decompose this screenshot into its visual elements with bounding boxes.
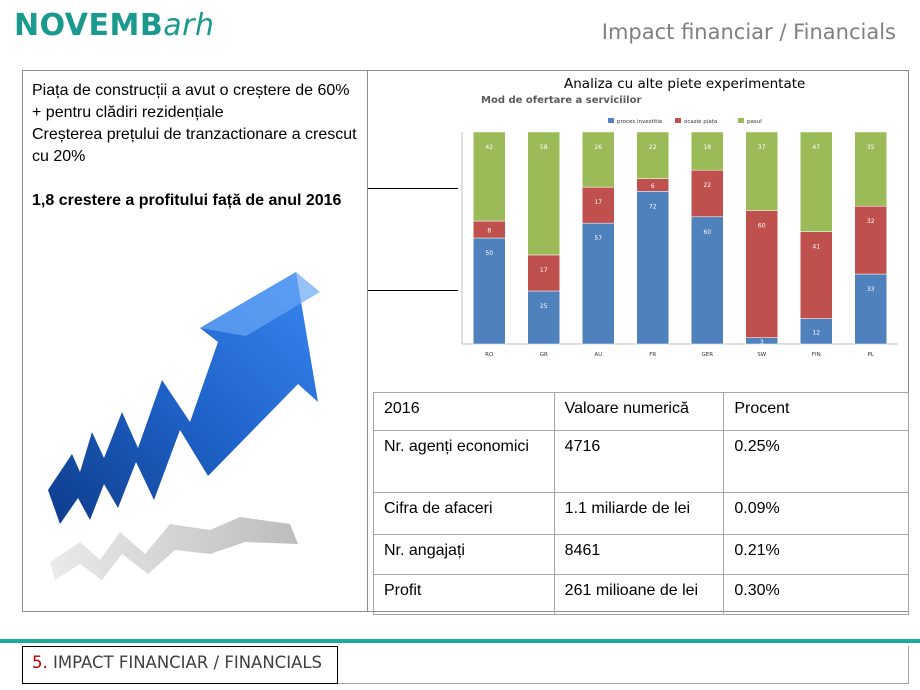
x-tick-label: GER <box>701 352 713 358</box>
logo-part1: NOVEMB <box>14 8 164 43</box>
bar-segment <box>691 169 724 218</box>
data-label: 22 <box>703 182 711 189</box>
left-text-block: Piața de construcții a avut o creștere d… <box>32 80 362 212</box>
table-header-row: 2016 Valoare numerică Procent <box>373 392 909 431</box>
legend-swatch <box>675 118 681 123</box>
table-header-cell: 2016 <box>373 392 555 431</box>
bar-segment <box>527 290 560 345</box>
bar-segment <box>854 273 887 345</box>
legend-label: pasul <box>747 119 762 125</box>
stacked-bar-chart: proces investitie ocazie piața pasul 50 8 42 R… <box>461 118 898 358</box>
legend-label: ocazie piața <box>684 119 717 125</box>
column-divider <box>367 70 368 612</box>
data-label: 47 <box>812 144 820 151</box>
footer-divider <box>0 639 920 643</box>
bar-segment <box>636 191 669 345</box>
market-growth-text: Piața de construcții a avut o creștere d… <box>32 82 350 121</box>
bar-segment <box>854 131 887 207</box>
legend-label: proces investitie <box>617 119 663 125</box>
chart-title: Mod de ofertare a serviciilor <box>481 95 642 106</box>
table-row: Profit 261 milioane de lei 0.30% <box>373 574 909 615</box>
data-label: 35 <box>867 144 875 151</box>
data-label: 3 <box>760 339 764 346</box>
section-label: 5. IMPACT FINANCIAR / FINANCIALS <box>32 653 322 672</box>
data-label: 22 <box>649 144 657 151</box>
logo-part2: arh <box>163 8 215 43</box>
data-label: 60 <box>703 229 711 236</box>
x-tick-label: SW <box>757 352 766 358</box>
data-label: 50 <box>485 250 493 257</box>
table-cell: 0.21% <box>723 534 909 575</box>
brand-logo: NOVEMBarh <box>14 8 214 44</box>
section-label-box <box>22 646 338 684</box>
growth-arrow-image <box>48 272 320 580</box>
table-cell: 261 milioane de lei <box>553 574 725 615</box>
table-cell: Nr. agenți economici <box>373 430 555 493</box>
price-growth-text: Creșterea prețului de tranzactionare a c… <box>32 126 357 165</box>
bar-segment <box>582 186 615 224</box>
table-row: Nr. agenți economici 4716 0.25% <box>373 430 909 493</box>
bar-segment <box>691 216 724 345</box>
table-cell: Cifra de afaceri <box>373 492 555 535</box>
footer-empty-box <box>338 646 909 684</box>
data-label: 72 <box>649 203 657 210</box>
data-label: 37 <box>758 144 766 151</box>
bar-segment <box>691 131 724 171</box>
x-tick-label: RO <box>485 352 494 358</box>
legend-swatch <box>738 118 744 123</box>
connector-line <box>368 290 458 291</box>
table-cell: 0.09% <box>723 492 909 535</box>
table-header-cell: Valoare numerică <box>553 392 725 431</box>
data-label: 6 <box>651 183 655 190</box>
page-title: Impact financiar / Financials <box>601 20 896 44</box>
data-label: 12 <box>812 329 820 336</box>
bar-segment <box>800 318 833 345</box>
legend-swatch <box>608 118 614 123</box>
table-row: Nr. angajați 8461 0.21% <box>373 534 909 575</box>
bar-segment <box>473 131 506 222</box>
data-label: 25 <box>540 303 548 310</box>
x-tick-label: GR <box>540 352 548 358</box>
bar-segment <box>800 231 833 319</box>
table-header-cell: Procent <box>723 392 909 431</box>
x-tick-label: PL <box>868 352 875 358</box>
profit-growth-text: 1,8 crestere a profitului față de anul 2… <box>32 192 342 209</box>
x-tick-label: FR <box>649 352 656 358</box>
data-label: 57 <box>594 235 602 242</box>
data-label: 41 <box>812 244 820 251</box>
x-tick-label: FIN <box>812 352 821 358</box>
bar-segment <box>473 237 506 345</box>
data-label: 17 <box>540 267 548 274</box>
data-label: 58 <box>540 144 548 151</box>
section-number: 5. <box>32 653 48 672</box>
statistics-table: 2016 Valoare numerică Procent Nr. agenți ec… <box>373 392 909 615</box>
table-cell: Profit <box>373 574 555 615</box>
data-label: 18 <box>703 144 711 151</box>
data-label: 60 <box>758 222 766 229</box>
data-label: 42 <box>485 144 493 151</box>
bar-segment <box>745 131 778 211</box>
table-cell: 1.1 miliarde de lei <box>553 492 725 535</box>
bar-segment <box>527 131 560 256</box>
table-cell: 8461 <box>553 534 725 575</box>
connector-line <box>368 188 458 189</box>
table-cell: 4716 <box>553 430 725 493</box>
chart-caption: Analiza cu alte piete experimentate <box>564 76 806 92</box>
x-tick-label: AU <box>594 352 602 358</box>
table-cell: Nr. angajați <box>373 534 555 575</box>
table-cell: 0.30% <box>723 574 909 615</box>
bar-segment <box>800 131 833 232</box>
data-label: 26 <box>594 144 602 151</box>
data-label: 8 <box>487 228 491 235</box>
data-label: 17 <box>594 199 602 206</box>
section-title: IMPACT FINANCIAR / FINANCIALS <box>47 653 323 672</box>
bar-segment <box>636 131 669 179</box>
data-label: 32 <box>867 218 875 225</box>
bar-segment <box>582 131 615 188</box>
table-cell: 0.25% <box>723 430 909 493</box>
data-label: 33 <box>867 286 875 293</box>
bar-segment <box>854 205 887 275</box>
table-row: Cifra de afaceri 1.1 miliarde de lei 0.09% <box>373 492 909 535</box>
bar-segment <box>745 210 778 338</box>
